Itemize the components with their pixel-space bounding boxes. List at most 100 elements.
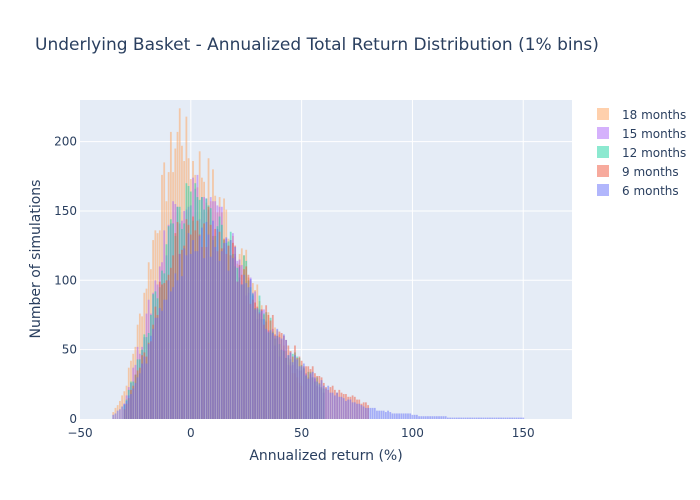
bar [127,395,130,419]
legend-item[interactable]: 6 months [597,184,679,198]
bar [116,410,119,419]
legend: 18 months 15 months 12 months 9 months 6 mon… [597,108,686,198]
bar [404,413,407,419]
bar [318,384,321,419]
bar [471,417,474,419]
x-tick-label: 150 [512,426,535,440]
y-tick-label: 50 [62,343,77,357]
bar [458,417,460,419]
legend-label: 9 months [622,165,679,179]
bar [396,413,398,419]
chart-title: Underlying Basket - Annualized Total Ret… [35,35,599,55]
bar [212,220,214,419]
bar [431,416,434,419]
bar [271,333,274,419]
bar [161,310,163,419]
bar [482,417,485,419]
bar [349,399,352,419]
bar [489,417,491,419]
bar [143,356,146,419]
bar [138,373,141,419]
bar [300,366,303,419]
bar [500,417,502,419]
bar [243,274,245,419]
legend-swatch [597,165,609,177]
bar [495,417,498,419]
bar [367,407,369,419]
legend-label: 12 months [622,146,686,160]
bar [274,335,276,419]
bar [287,355,290,419]
bar [464,417,467,419]
bar [517,417,520,419]
legend-item[interactable]: 12 months [597,146,686,160]
bar [515,417,518,419]
bar [338,396,341,419]
bar [513,417,516,419]
bar [225,237,228,419]
bar [258,312,261,419]
bar [491,417,494,419]
bar [216,228,219,419]
bar [132,388,135,419]
bar [150,335,152,419]
bar [245,283,248,419]
bar [351,402,354,419]
bar [125,400,128,419]
bar [411,414,414,419]
bar [331,392,334,419]
bar [466,417,469,419]
bar [442,416,445,419]
bar [409,413,412,419]
bar [509,417,511,419]
bar [227,270,230,419]
bar [238,266,241,419]
bar [314,377,316,419]
bar [438,416,440,419]
legend-item[interactable]: 9 months [597,165,679,179]
y-tick-label: 100 [54,273,77,287]
y-tick-label: 200 [54,135,77,149]
bar [384,412,387,419]
bar [119,409,121,419]
bar [473,417,476,419]
bar [325,388,327,419]
bar [311,371,314,419]
bar [435,416,438,419]
legend-item[interactable]: 18 months [597,108,686,122]
bar [194,251,197,419]
bar [342,398,345,419]
bar [249,278,252,419]
legend-label: 6 months [622,184,679,198]
legend-label: 18 months [622,108,686,122]
bar [198,235,201,419]
bar [475,417,478,419]
bar [336,392,338,419]
bar [181,276,183,419]
bar [360,405,363,419]
bar [289,352,292,419]
bar [462,417,465,419]
legend-item[interactable]: 15 months [597,127,686,141]
bar [167,280,170,419]
bar [493,417,496,419]
bar [285,339,287,419]
bar [469,417,471,419]
bar [263,319,265,419]
bar [296,359,299,419]
bar [393,413,396,419]
legend-swatch [597,146,609,158]
bar [207,234,210,419]
bar [176,280,179,419]
x-tick-label: 50 [294,426,309,440]
y-axis-ticks: 0 50 100 150 200 [54,135,77,426]
bar [256,308,259,419]
bar [400,413,403,419]
bar [265,328,268,419]
bar [185,255,188,419]
bar [373,407,376,419]
bar [356,403,358,419]
bar [327,385,330,419]
bar [136,377,139,419]
